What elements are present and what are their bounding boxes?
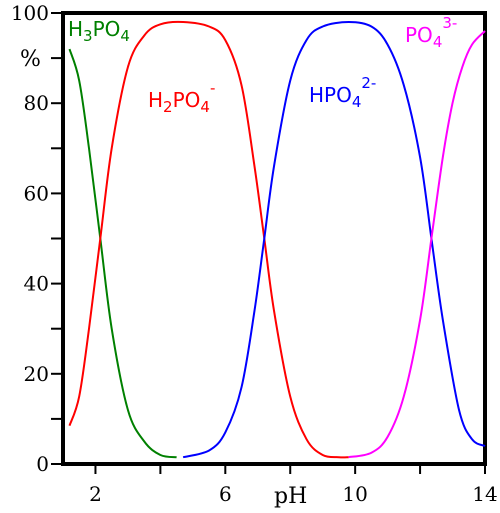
label-part: 4: [352, 93, 362, 111]
y-axis-title: %: [20, 47, 41, 72]
label-part: 4: [200, 98, 210, 116]
label-part: PO: [405, 23, 433, 47]
series-label-po4: PO43-: [405, 14, 457, 51]
y-tick-label: 0: [36, 452, 49, 476]
y-tick-label: 60: [24, 181, 49, 205]
series-line-po4: [348, 30, 486, 459]
x-axis-title: pH: [274, 484, 307, 509]
label-part: -: [210, 79, 215, 97]
series-label-h3po4: H3PO4: [68, 17, 130, 45]
plot-frame: [61, 11, 487, 466]
y-tick-label: 100: [11, 1, 49, 25]
x-tick-label: 14: [472, 482, 497, 506]
series-lines: [68, 20, 486, 459]
series-label-hpo4: HPO42-: [309, 74, 376, 111]
label-part: 2-: [361, 74, 376, 92]
series-label-h2po4: H2PO4-: [148, 79, 215, 116]
axis-ticks: 0 20 40 60 80 100 2 6 10 14: [11, 1, 498, 506]
series-line-hpo4: [182, 20, 486, 459]
label-part: PO: [93, 17, 121, 41]
label-part: 2: [163, 98, 173, 116]
y-tick-label: 40: [24, 272, 49, 296]
label-part: 3-: [442, 14, 457, 32]
label-part: H: [68, 17, 83, 41]
x-tick-label: 2: [89, 482, 102, 506]
label-part: PO: [173, 88, 201, 112]
series-line-h3po4: [68, 48, 177, 459]
label-part: H: [148, 88, 163, 112]
label-part: HPO: [309, 83, 352, 107]
label-part: 4: [433, 33, 443, 51]
x-tick-label: 10: [342, 482, 367, 506]
series-line-h2po4: [68, 20, 349, 459]
label-part: 4: [120, 27, 130, 45]
x-tick-label: 6: [219, 482, 232, 506]
y-tick-label: 80: [24, 91, 49, 115]
label-part: 3: [83, 27, 93, 45]
y-tick-label: 20: [24, 362, 49, 386]
